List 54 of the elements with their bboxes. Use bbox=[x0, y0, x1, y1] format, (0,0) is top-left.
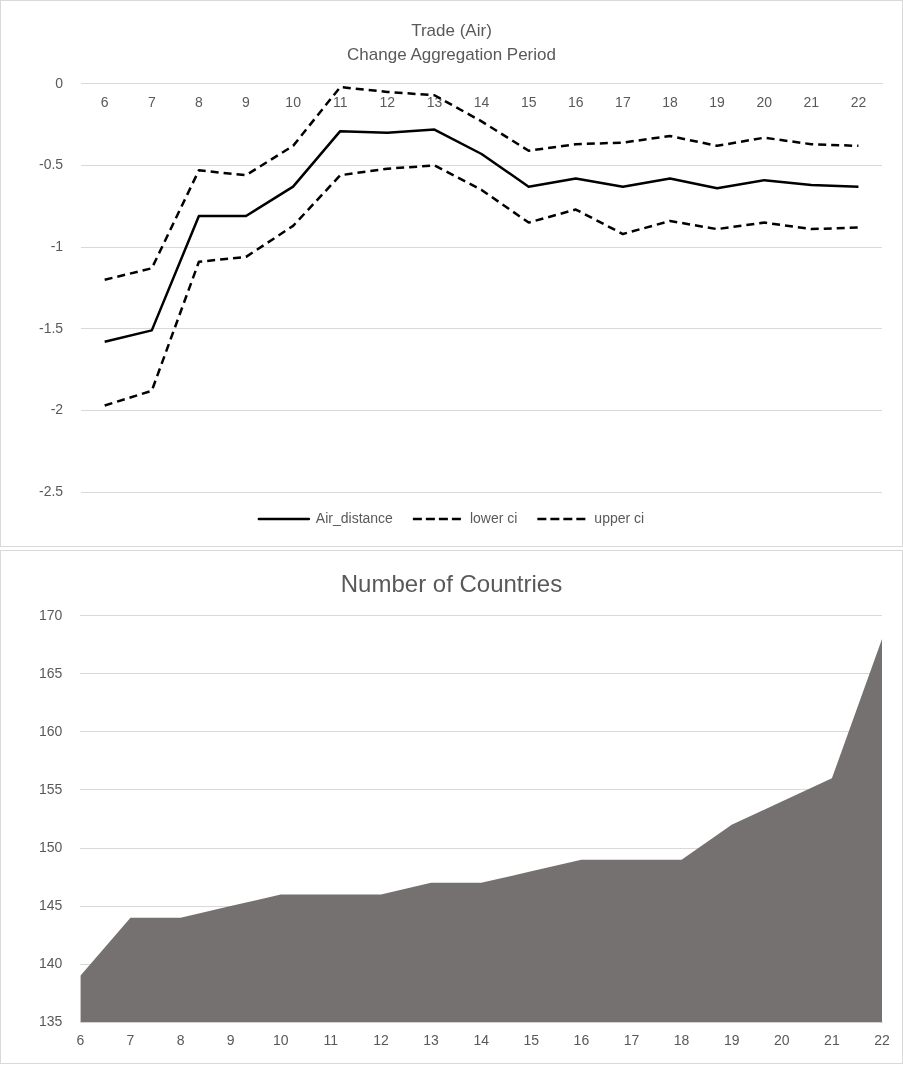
y-tick-label: 170 bbox=[39, 606, 63, 623]
y-tick-label: -0.5 bbox=[39, 156, 64, 173]
x-tick-label: 10 bbox=[285, 94, 302, 111]
x-tick-label: 21 bbox=[803, 94, 820, 111]
x-tick-label: 18 bbox=[673, 1032, 690, 1049]
x-tick-label: 13 bbox=[423, 1032, 440, 1049]
y-tick-label: -1 bbox=[50, 237, 64, 254]
x-tick-label: 17 bbox=[615, 94, 631, 111]
x-tick-label: 12 bbox=[379, 94, 396, 111]
y-tick-label: 150 bbox=[39, 838, 63, 855]
x-tick-label: 20 bbox=[756, 94, 773, 111]
x-tick-label: 16 bbox=[567, 94, 584, 111]
x-tick-label: 14 bbox=[473, 94, 490, 111]
x-tick-label: 22 bbox=[874, 1032, 890, 1049]
x-tick-label: 18 bbox=[662, 94, 678, 111]
x-tick-label: 17 bbox=[623, 1032, 640, 1049]
x-tick-label: 8 bbox=[176, 1032, 185, 1049]
x-tick-label: 7 bbox=[126, 1032, 135, 1049]
chart-title: Trade (Air) bbox=[411, 20, 492, 40]
chart-title: Number of Countries bbox=[340, 570, 563, 598]
x-tick-label: 7 bbox=[147, 94, 156, 111]
x-tick-label: 10 bbox=[272, 1032, 289, 1049]
y-tick-label: 160 bbox=[39, 722, 63, 739]
x-tick-label: 12 bbox=[373, 1032, 389, 1049]
y-tick-label: 140 bbox=[39, 955, 63, 971]
x-tick-label: 9 bbox=[242, 94, 251, 111]
x-tick-label: 6 bbox=[100, 94, 109, 111]
y-tick-label: -2 bbox=[50, 401, 64, 418]
x-tick-label: 19 bbox=[723, 1032, 740, 1049]
y-tick-label: -2.5 bbox=[39, 482, 64, 499]
x-tick-label: 6 bbox=[76, 1032, 85, 1049]
x-tick-label: 19 bbox=[709, 94, 726, 111]
x-tick-label: 16 bbox=[573, 1032, 590, 1049]
x-tick-label: 21 bbox=[824, 1032, 840, 1049]
x-tick-label: 15 bbox=[520, 94, 537, 111]
x-tick-label: 22 bbox=[850, 94, 867, 111]
y-tick-label: 135 bbox=[39, 1013, 63, 1030]
y-tick-label: 165 bbox=[39, 664, 63, 681]
legend-label: lower ci bbox=[469, 509, 518, 526]
y-tick-label: 155 bbox=[39, 780, 63, 797]
x-tick-label: 9 bbox=[226, 1032, 235, 1049]
x-tick-label: 11 bbox=[332, 94, 348, 111]
x-tick-label: 15 bbox=[523, 1032, 540, 1049]
x-tick-label: 14 bbox=[473, 1032, 490, 1049]
y-tick-label: 145 bbox=[39, 896, 63, 913]
x-tick-label: 8 bbox=[195, 94, 203, 111]
legend-label: upper ci bbox=[594, 509, 645, 526]
legend-label: Air_distance bbox=[315, 509, 394, 526]
y-tick-label: 0 bbox=[55, 74, 64, 91]
line-series bbox=[103, 164, 860, 407]
y-tick-label: -1.5 bbox=[39, 319, 64, 336]
chart-subtitle: Change Aggregation Period bbox=[347, 45, 556, 65]
x-tick-label: 20 bbox=[774, 1032, 790, 1049]
x-tick-label: 11 bbox=[323, 1032, 339, 1049]
